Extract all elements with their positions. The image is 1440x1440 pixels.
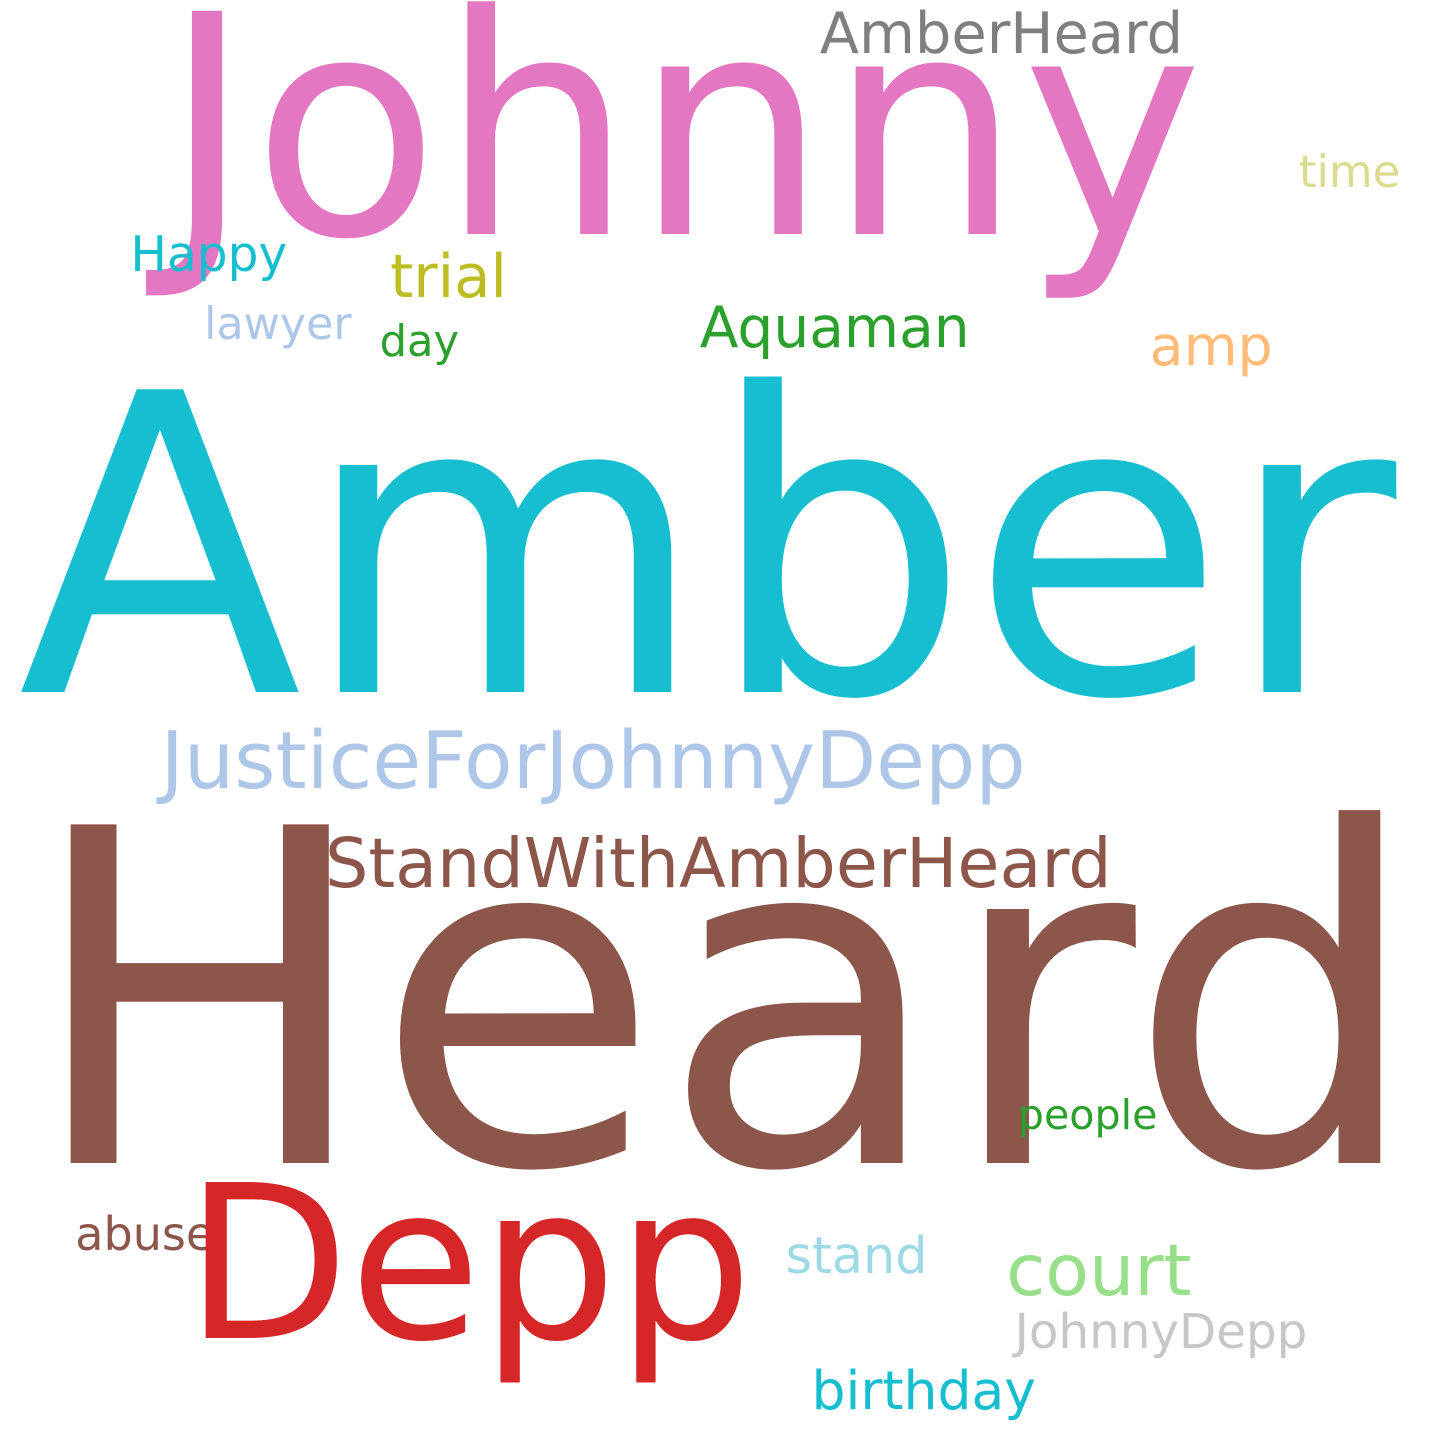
word-aquaman: Aquaman <box>699 295 970 362</box>
word-happy: Happy <box>130 227 288 284</box>
word-justiceforjohnnydepp: JusticeForJohnnyDepp <box>160 714 1026 808</box>
word-depp: Depp <box>184 1140 753 1390</box>
word-johnny: Johnny <box>161 0 1204 308</box>
word-amp: amp <box>1149 314 1273 379</box>
word-day: day <box>379 316 460 367</box>
word-abuse: abuse <box>75 1207 215 1262</box>
word-birthday: birthday <box>811 1358 1037 1422</box>
word-amberheard: AmberHeard <box>819 0 1184 67</box>
word-time: time <box>1298 145 1401 199</box>
word-people: people <box>1017 1091 1158 1140</box>
word-lawyer: lawyer <box>204 298 352 350</box>
word-amber: Amber <box>17 307 1397 791</box>
word-court: court <box>1006 1228 1192 1312</box>
word-istandwithamberheard: IStandWithAmberHeard <box>304 824 1112 904</box>
word-heard: Heard <box>25 732 1423 1274</box>
word-johnnydepp: JohnnyDepp <box>1014 1304 1308 1361</box>
word-trial: trial <box>389 242 507 312</box>
word-stand: stand <box>785 1225 928 1285</box>
